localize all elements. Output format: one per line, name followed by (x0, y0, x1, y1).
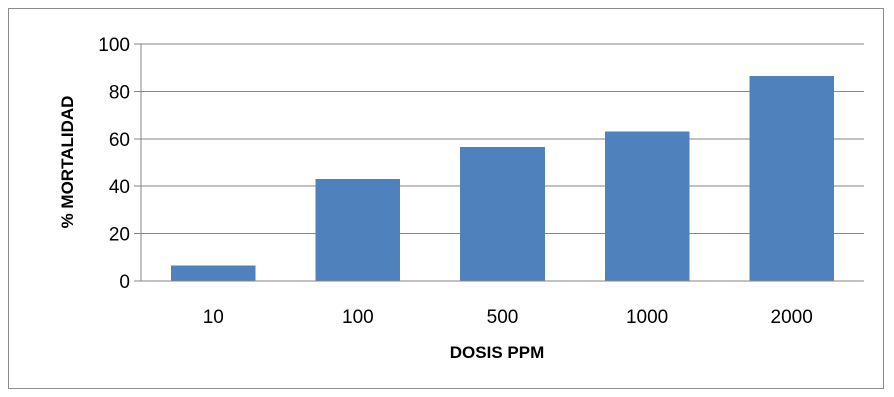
x-tick-label: 1000 (626, 307, 668, 328)
x-tick-label: 2000 (771, 307, 813, 328)
y-tick-label: 20 (109, 225, 130, 246)
bar-1000 (604, 131, 690, 281)
bar-100 (315, 179, 401, 281)
y-tick-labels: 0 20 40 60 80 100 (98, 35, 130, 293)
y-tick-label: 60 (109, 130, 130, 151)
x-tick-label: 10 (203, 307, 224, 328)
y-tick-label: 80 (109, 82, 130, 103)
x-tick-label: 100 (342, 307, 374, 328)
y-tick-label: 0 (119, 272, 130, 293)
bars (141, 75, 864, 282)
chart-frame (8, 8, 884, 389)
y-axis-title: % MORTALIDAD (58, 96, 77, 229)
x-tick-label: 500 (487, 307, 519, 328)
y-tick-label: 100 (98, 35, 130, 56)
bar-10 (171, 265, 256, 281)
x-axis-title: DOSIS PPM (450, 343, 544, 362)
bar-2000 (749, 75, 834, 282)
y-tick-label: 40 (109, 177, 130, 198)
x-tick-labels: 10 100 500 1000 2000 (203, 307, 813, 328)
bar-500 (460, 147, 545, 281)
